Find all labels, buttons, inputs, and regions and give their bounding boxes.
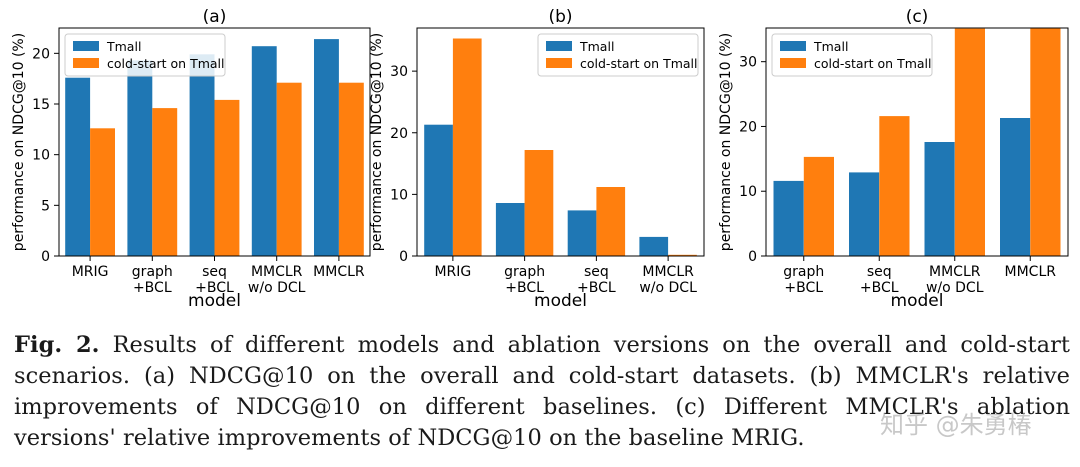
panel-0-legend-label: Tmall bbox=[106, 39, 141, 54]
panel-2-x-tick-label: MMCLR bbox=[1005, 264, 1057, 280]
panel-0-bar bbox=[276, 82, 302, 256]
panel-0-x-tick-label: w/o DCL bbox=[248, 280, 306, 296]
figure-caption: Fig. 2. Results of different models and … bbox=[14, 330, 1070, 454]
panel-1-x-tick-label: MMCLR bbox=[642, 264, 694, 280]
panel-2-x-tick-label: w/o DCL bbox=[926, 280, 984, 296]
caption-label: Fig. 2. bbox=[14, 332, 100, 358]
panel-1-y-tick-label: 30 bbox=[390, 64, 408, 80]
panel-0-x-tick-label: seq bbox=[202, 264, 227, 280]
panel-0-y-tick-label: 0 bbox=[41, 249, 50, 265]
panel-0-bar bbox=[90, 128, 115, 256]
panel-1-y-tick-label: 20 bbox=[390, 126, 408, 142]
panel-2-x-tick-label: MMCLR bbox=[929, 264, 981, 280]
panel-0-y-tick-label: 20 bbox=[32, 46, 50, 62]
panel-1-bar bbox=[495, 203, 525, 256]
panel-0-title: (a) bbox=[203, 7, 227, 27]
panel-1-legend-swatch bbox=[546, 41, 572, 51]
panel-0-bar bbox=[127, 60, 153, 257]
panel-2-y-axis-label: performance on NDCG@10 (%) bbox=[718, 33, 734, 251]
watermark: 知乎 @朱勇椿 bbox=[880, 411, 1032, 439]
panel-1-y-axis-label: performance on NDCG@10 (%) bbox=[369, 33, 385, 251]
panel-0-x-tick-label: MMCLR bbox=[251, 264, 303, 280]
panel-2-bar bbox=[924, 142, 955, 256]
panel-0-bar bbox=[314, 39, 339, 256]
panel-1-legend-swatch bbox=[546, 58, 572, 68]
panel-0-legend-label: cold-start on Tmall bbox=[107, 56, 225, 71]
panel-1-legend-label: cold-start on Tmall bbox=[580, 56, 698, 71]
panel-1-x-tick-label: +BCL bbox=[505, 280, 544, 296]
panel-2-bar bbox=[773, 180, 804, 256]
panel-2-bar bbox=[1030, 28, 1061, 256]
panel-1-x-tick-label: graph bbox=[504, 264, 545, 280]
panel-0-y-tick-label: 15 bbox=[32, 97, 50, 113]
panel-0-y-tick-label: 10 bbox=[32, 148, 50, 164]
panel-2-bar bbox=[954, 28, 985, 256]
panel-0-bar bbox=[338, 82, 364, 256]
panel-0-bar bbox=[152, 108, 178, 256]
panel-1-legend-box bbox=[537, 33, 699, 77]
caption-text: Results of different models and ablation… bbox=[14, 332, 1070, 451]
panel-1-y-tick-label: 0 bbox=[399, 249, 408, 265]
panel-1-bar bbox=[567, 210, 597, 256]
panel-1-plot-frame bbox=[416, 27, 705, 257]
panel-0-x-tick-label: +BCL bbox=[195, 280, 234, 296]
panel-2-x-tick-label: seq bbox=[867, 264, 892, 280]
panel-1-x-axis-label: model bbox=[534, 291, 587, 311]
panel-0-legend-swatch bbox=[73, 41, 99, 51]
panel-0-y-axis-label: performance on NDCG@10 (%) bbox=[11, 33, 27, 251]
panel-0-bar bbox=[65, 77, 91, 256]
panel-1-x-tick-label: seq bbox=[584, 264, 609, 280]
panel-1-x-tick-label: w/o DCL bbox=[639, 280, 697, 296]
panel-0-x-tick-label: MRIG bbox=[72, 264, 109, 280]
panel-2-legend-swatch bbox=[780, 41, 806, 51]
panel-2-x-axis-label: model bbox=[891, 291, 944, 311]
panel-0-x-tick-label: +BCL bbox=[133, 280, 172, 296]
panel-2-bar bbox=[1000, 118, 1031, 256]
panel-0-x-tick-label: graph bbox=[132, 264, 173, 280]
panel-1-x-tick-label: MRIG bbox=[434, 264, 471, 280]
panel-1-legend-label: Tmall bbox=[579, 39, 614, 54]
panel-1-y-tick-label: 10 bbox=[390, 187, 408, 203]
panel-2-x-tick-label: graph bbox=[783, 264, 824, 280]
panel-0-x-axis-label: model bbox=[188, 291, 241, 311]
panel-0-legend-box bbox=[64, 33, 226, 77]
panel-2-title: (c) bbox=[906, 7, 929, 27]
panel-0-y-tick-label: 5 bbox=[41, 198, 50, 214]
panel-2-bar bbox=[803, 156, 834, 256]
panel-1-bar bbox=[668, 254, 697, 256]
panel-0-bar bbox=[214, 99, 240, 257]
panel-1-title: (b) bbox=[548, 7, 572, 27]
panel-1-bar bbox=[524, 150, 554, 256]
panel-1-bar bbox=[596, 187, 626, 256]
panel-2-bar bbox=[849, 172, 880, 256]
panel-0-legend-swatch bbox=[73, 58, 99, 68]
panel-2-legend-box bbox=[771, 33, 933, 77]
panel-1-bar bbox=[452, 38, 482, 256]
panel-2-y-tick-label: 30 bbox=[739, 55, 757, 71]
panel-0-bar bbox=[189, 54, 215, 256]
panel-1-bar bbox=[639, 236, 669, 256]
panel-2-x-tick-label: +BCL bbox=[860, 280, 899, 296]
panel-2-y-tick-label: 0 bbox=[748, 249, 757, 265]
panel-2-legend-label: cold-start on Tmall bbox=[814, 56, 932, 71]
panel-2-legend-label: Tmall bbox=[813, 39, 848, 54]
panel-2-plot-frame bbox=[765, 27, 1069, 257]
panel-0-x-tick-label: MMCLR bbox=[313, 264, 365, 280]
panel-1-x-tick-label: +BCL bbox=[577, 280, 616, 296]
panel-0-bar bbox=[251, 46, 277, 257]
panel-2-y-tick-label: 20 bbox=[739, 119, 757, 135]
panel-2-bar bbox=[879, 116, 910, 256]
panel-2-legend-swatch bbox=[780, 58, 806, 68]
panel-1-bar bbox=[424, 124, 453, 256]
panel-2-y-tick-label: 10 bbox=[739, 184, 757, 200]
panel-2-x-tick-label: +BCL bbox=[784, 280, 823, 296]
